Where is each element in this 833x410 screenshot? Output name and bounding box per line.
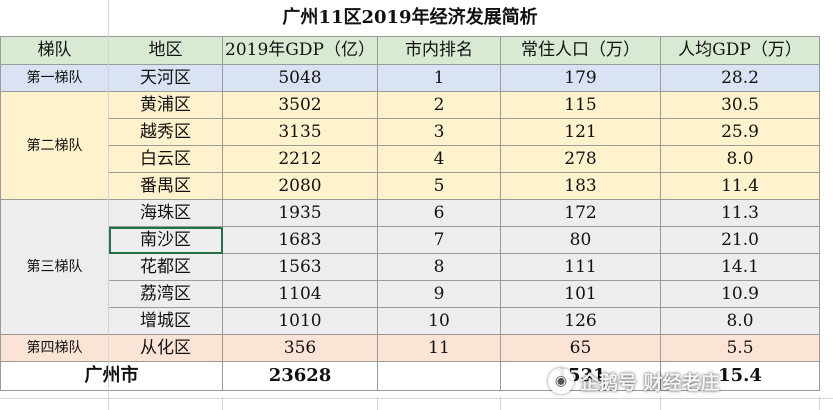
penguin-icon: ◉ (548, 368, 574, 394)
rank-cell[interactable]: 4 (377, 145, 501, 173)
watermark: ◉ 企鹅号 财经老庄 (548, 366, 720, 396)
gdp-cell[interactable]: 356 (222, 334, 378, 362)
table-row: 南沙区 1683 7 80 21.0 (1, 226, 820, 254)
header-gdp[interactable]: 2019年GDP（亿） (222, 36, 378, 65)
header-population[interactable]: 常住人口（万） (500, 36, 661, 65)
district-cell[interactable]: 从化区 (108, 334, 223, 362)
population-cell[interactable]: 278 (500, 145, 661, 173)
table-row: 番禺区 2080 5 183 11.4 (1, 172, 820, 200)
table-row: 第二梯队 黄浦区 3502 2 115 30.5 (0, 91, 820, 200)
rank-cell[interactable]: 2 (377, 91, 501, 119)
per-capita-cell[interactable]: 10.9 (660, 280, 820, 308)
per-capita-cell[interactable]: 30.5 (660, 91, 820, 119)
per-capita-cell[interactable]: 14.1 (660, 253, 820, 281)
rank-cell[interactable]: 3 (377, 118, 501, 146)
table-row: 荔湾区 1104 9 101 10.9 (1, 280, 820, 308)
rank-cell[interactable]: 10 (377, 307, 501, 335)
district-cell-selected[interactable]: 南沙区 (108, 226, 223, 254)
gdp-cell[interactable]: 2080 (222, 172, 378, 200)
district-cell[interactable]: 海珠区 (108, 199, 223, 227)
population-cell[interactable]: 80 (500, 226, 661, 254)
table-row: 增城区 1010 10 126 8.0 (1, 307, 820, 335)
table-row: 花都区 1563 8 111 14.1 (1, 253, 820, 281)
rank-cell[interactable]: 8 (377, 253, 501, 281)
table-row: 第一梯队 天河区 5048 1 179 28.2 (0, 64, 820, 92)
tier-label[interactable]: 第二梯队 (0, 91, 109, 200)
per-capita-cell[interactable]: 11.3 (660, 199, 820, 227)
population-cell[interactable]: 172 (500, 199, 661, 227)
gdp-cell[interactable]: 1935 (222, 199, 378, 227)
gdp-cell[interactable]: 1563 (222, 253, 378, 281)
district-cell[interactable]: 白云区 (108, 145, 223, 173)
empty-grid-line (500, 396, 501, 410)
per-capita-cell[interactable]: 8.0 (660, 307, 820, 335)
district-cell[interactable]: 黄浦区 (108, 91, 223, 119)
district-cell[interactable]: 增城区 (108, 307, 223, 335)
header-per-capita[interactable]: 人均GDP（万） (660, 36, 820, 65)
per-capita-cell[interactable]: 5.5 (660, 334, 820, 362)
rank-cell[interactable]: 6 (377, 199, 501, 227)
gdp-cell[interactable]: 1683 (222, 226, 378, 254)
table-title[interactable]: 广州11区2019年经济发展简析 (0, 0, 820, 37)
tier-label[interactable]: 第四梯队 (0, 334, 109, 362)
table-row: 越秀区 3135 3 121 25.9 (1, 118, 820, 146)
population-cell[interactable]: 111 (500, 253, 661, 281)
total-population[interactable]: 1531 (500, 361, 661, 391)
header-rank[interactable]: 市内排名 (377, 36, 501, 65)
tier-label[interactable]: 第三梯队 (0, 199, 109, 335)
total-rank[interactable] (377, 361, 501, 391)
per-capita-cell[interactable]: 8.0 (660, 145, 820, 173)
gdp-cell[interactable]: 5048 (222, 64, 378, 92)
district-cell[interactable]: 荔湾区 (108, 280, 223, 308)
per-capita-cell[interactable]: 21.0 (660, 226, 820, 254)
rank-cell[interactable]: 9 (377, 280, 501, 308)
population-cell[interactable]: 183 (500, 172, 661, 200)
empty-grid-line (222, 396, 223, 410)
gdp-cell[interactable]: 3502 (222, 91, 378, 119)
empty-grid-line (0, 398, 833, 399)
district-cell[interactable]: 越秀区 (108, 118, 223, 146)
tier-label[interactable]: 第一梯队 (0, 64, 109, 92)
population-cell[interactable]: 65 (500, 334, 661, 362)
gdp-cell[interactable]: 1104 (222, 280, 378, 308)
gdp-cell[interactable]: 1010 (222, 307, 378, 335)
total-row: 广州市 23628 1531 15.4 (0, 361, 820, 391)
header-row: 梯队 地区 2019年GDP（亿） 市内排名 常住人口（万） 人均GDP（万） (0, 36, 820, 65)
population-cell[interactable]: 126 (500, 307, 661, 335)
spreadsheet-grid: 广州11区2019年经济发展简析 梯队 地区 2019年GDP（亿） 市内排名 … (0, 0, 820, 391)
header-tier[interactable]: 梯队 (0, 36, 109, 65)
empty-grid-line (660, 396, 661, 410)
table-row: 第三梯队 海珠区 1935 6 172 11.3 (0, 199, 820, 335)
rank-cell[interactable]: 5 (377, 172, 501, 200)
rank-cell[interactable]: 7 (377, 226, 501, 254)
total-label[interactable]: 广州市 (0, 361, 223, 391)
watermark-text: 企鹅号 财经老庄 (580, 371, 720, 394)
population-cell[interactable]: 115 (500, 91, 661, 119)
district-cell[interactable]: 花都区 (108, 253, 223, 281)
empty-grid-line (108, 0, 109, 410)
empty-grid-line (819, 396, 820, 410)
district-cell[interactable]: 番禺区 (108, 172, 223, 200)
header-district[interactable]: 地区 (108, 36, 223, 65)
total-per-capita[interactable]: 15.4 (660, 361, 820, 391)
population-cell[interactable]: 101 (500, 280, 661, 308)
gdp-table: 广州11区2019年经济发展简析 梯队 地区 2019年GDP（亿） 市内排名 … (0, 0, 820, 391)
total-gdp[interactable]: 23628 (222, 361, 378, 391)
population-cell[interactable]: 179 (500, 64, 661, 92)
table-row: 白云区 2212 4 278 8.0 (1, 145, 820, 173)
population-cell[interactable]: 121 (500, 118, 661, 146)
gdp-cell[interactable]: 2212 (222, 145, 378, 173)
per-capita-cell[interactable]: 11.4 (660, 172, 820, 200)
empty-grid-line (377, 396, 378, 410)
per-capita-cell[interactable]: 25.9 (660, 118, 820, 146)
per-capita-cell[interactable]: 28.2 (660, 64, 820, 92)
rank-cell[interactable]: 1 (377, 64, 501, 92)
district-cell[interactable]: 天河区 (108, 64, 223, 92)
rank-cell[interactable]: 11 (377, 334, 501, 362)
table-row: 第四梯队 从化区 356 11 65 5.5 (0, 334, 820, 362)
gdp-cell[interactable]: 3135 (222, 118, 378, 146)
